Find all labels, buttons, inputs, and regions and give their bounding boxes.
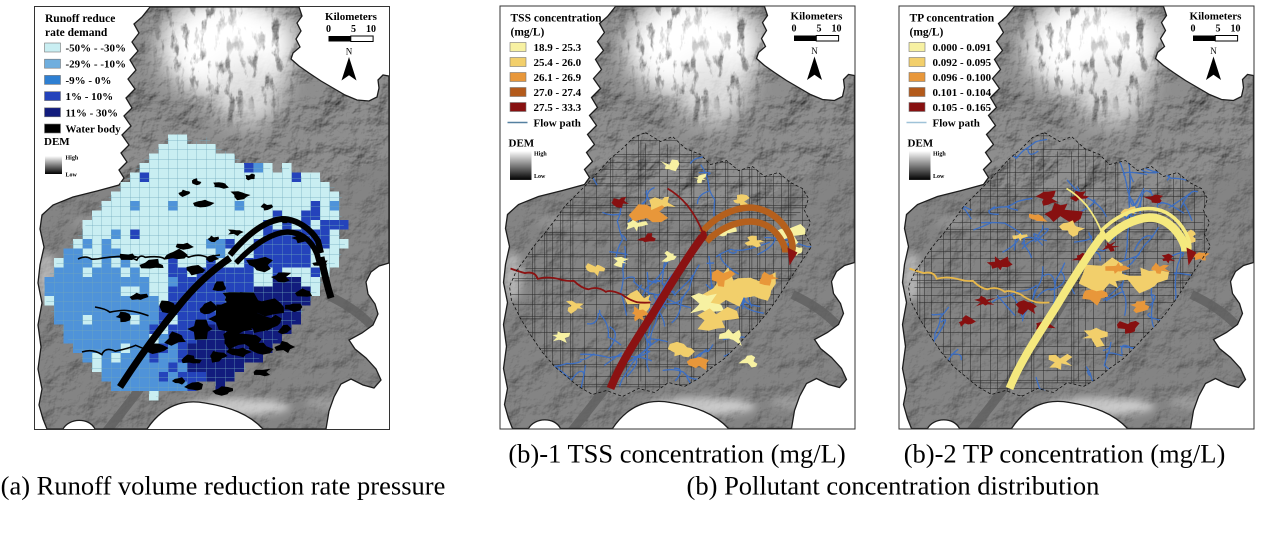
svg-text:11% - 30%: 11% - 30%	[66, 107, 119, 119]
svg-text:Low: Low	[933, 174, 945, 180]
svg-text:TSS concentration: TSS concentration	[511, 13, 603, 25]
svg-text:1% - 10%: 1% - 10%	[66, 91, 114, 103]
svg-text:Kilometers: Kilometers	[791, 11, 844, 23]
svg-text:5: 5	[351, 24, 356, 35]
svg-text:-29% - -10%: -29% - -10%	[66, 59, 127, 71]
svg-text:(mg/L): (mg/L)	[910, 27, 944, 39]
svg-text:0: 0	[326, 24, 331, 35]
svg-text:0.101 - 0.104: 0.101 - 0.104	[933, 87, 992, 99]
svg-text:TP concentration: TP concentration	[910, 13, 995, 25]
svg-text:N: N	[346, 47, 353, 57]
svg-text:Flow path: Flow path	[534, 118, 581, 130]
svg-text:10: 10	[1231, 24, 1241, 35]
svg-text:High: High	[534, 151, 547, 157]
svg-text:DEM: DEM	[908, 138, 934, 150]
svg-text:Water body: Water body	[66, 124, 122, 136]
svg-text:N: N	[811, 46, 818, 56]
svg-text:-50% - -30%: -50% - -30%	[66, 43, 127, 55]
svg-text:5: 5	[1216, 24, 1221, 35]
svg-text:Runoff reduce: Runoff reduce	[45, 13, 115, 25]
svg-text:26.1 - 26.9: 26.1 - 26.9	[534, 72, 582, 84]
svg-text:High: High	[933, 151, 946, 157]
svg-text:rate demand: rate demand	[45, 27, 108, 39]
svg-text:(b)-2 TP concentration (mg/L): (b)-2 TP concentration (mg/L)	[904, 439, 1226, 469]
svg-text:0: 0	[792, 24, 797, 35]
svg-text:DEM: DEM	[44, 136, 70, 148]
svg-text:27.5 - 33.3: 27.5 - 33.3	[534, 102, 582, 114]
svg-text:0.105 - 0.165: 0.105 - 0.165	[933, 102, 992, 114]
svg-text:0: 0	[1191, 24, 1196, 35]
svg-text:Low: Low	[66, 173, 78, 179]
svg-text:0.000 - 0.091: 0.000 - 0.091	[933, 42, 992, 54]
svg-text:DEM: DEM	[509, 138, 535, 150]
svg-text:25.4 - 26.0: 25.4 - 26.0	[534, 57, 582, 69]
svg-text:(mg/L): (mg/L)	[511, 27, 545, 39]
svg-text:5: 5	[817, 24, 822, 35]
svg-text:10: 10	[832, 24, 842, 35]
svg-text:10: 10	[366, 24, 376, 35]
svg-text:27.0 - 27.4: 27.0 - 27.4	[534, 87, 582, 99]
svg-text:Flow path: Flow path	[933, 118, 980, 130]
svg-text:18.9 - 25.3: 18.9 - 25.3	[534, 42, 582, 54]
svg-text:(b)-1 TSS concentration (mg/L): (b)-1 TSS concentration (mg/L)	[508, 439, 845, 469]
svg-text:N: N	[1210, 46, 1217, 56]
svg-text:High: High	[66, 156, 79, 162]
svg-text:-9% - 0%: -9% - 0%	[66, 75, 112, 87]
svg-text:0.096 - 0.100: 0.096 - 0.100	[933, 72, 992, 84]
svg-text:(b) Pollutant concentration di: (b) Pollutant concentration distribution	[687, 471, 1100, 501]
svg-text:Kilometers: Kilometers	[1190, 11, 1243, 23]
svg-text:0.092 - 0.095: 0.092 - 0.095	[933, 57, 992, 69]
svg-text:(a) Runoff volume reduction ra: (a) Runoff volume reduction rate pressur…	[1, 471, 446, 501]
svg-text:Kilometers: Kilometers	[325, 11, 378, 23]
svg-text:Low: Low	[534, 174, 546, 180]
